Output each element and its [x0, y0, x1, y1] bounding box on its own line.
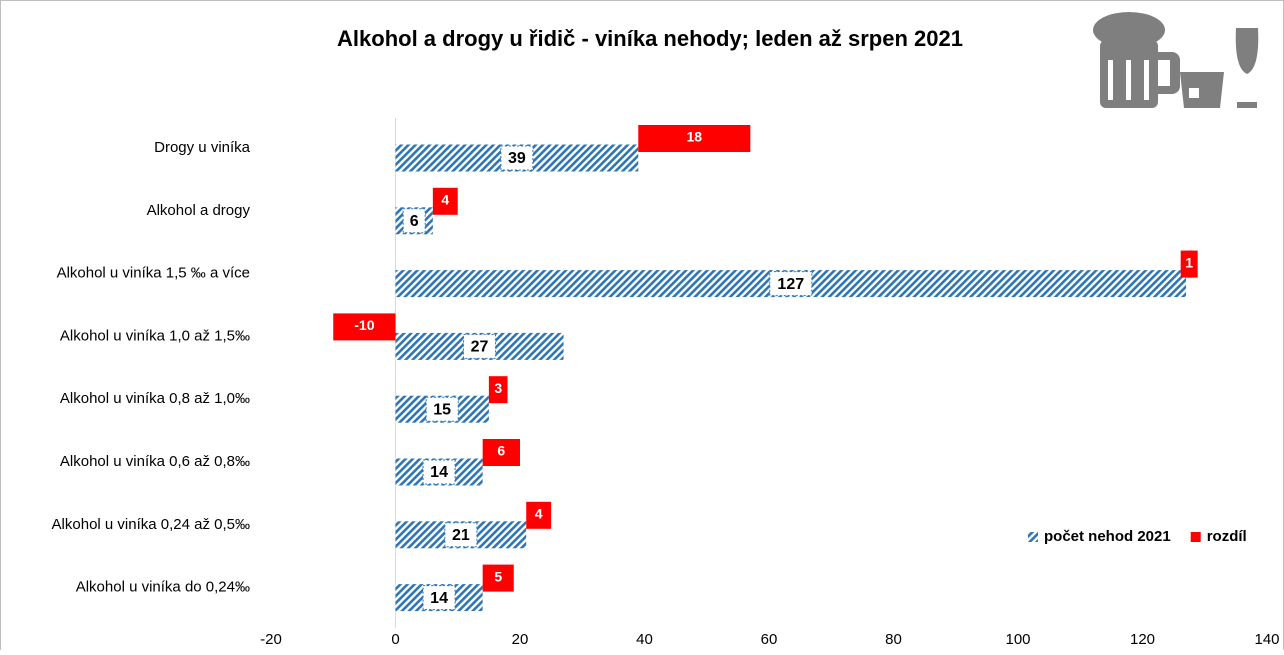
- x-tick-label: -20: [260, 631, 282, 648]
- x-tick-label: 100: [1005, 631, 1030, 648]
- value-label-box: [425, 396, 459, 422]
- value-label-box: [422, 585, 456, 611]
- value-label: 5: [494, 568, 502, 584]
- category-label: Drogy u viníka: [154, 139, 251, 156]
- x-tick-label: 40: [636, 631, 653, 648]
- value-label: 6: [497, 443, 505, 459]
- category-label: Alkohol u viníka 0,6 až 0,8‰: [60, 453, 250, 470]
- value-label: 21: [452, 527, 470, 544]
- category-label: Alkohol u viníka 1,5 ‰ a více: [57, 265, 250, 282]
- x-tick-label: 0: [391, 631, 399, 648]
- category-label: Alkohol u viníka do 0,24‰: [76, 579, 250, 596]
- value-label: 3: [494, 380, 502, 396]
- value-label: 14: [430, 464, 448, 481]
- legend-swatch: [1190, 532, 1201, 542]
- value-label: 1: [1185, 254, 1193, 270]
- category-label: Alkohol u viníka 0,8 až 1,0‰: [60, 390, 250, 407]
- bar: [482, 564, 514, 592]
- value-label: 4: [441, 192, 449, 208]
- legend-swatch: [1028, 532, 1038, 542]
- legend-label: rozdíl: [1207, 528, 1247, 545]
- value-label: 6: [410, 213, 419, 230]
- value-label-box: [500, 145, 534, 171]
- value-label: 27: [471, 339, 489, 356]
- x-tick-label: 120: [1130, 631, 1155, 648]
- category-label: Alkohol u viníka 1,0 až 1,5‰: [60, 327, 250, 344]
- category-label: Alkohol a drogy: [147, 202, 251, 219]
- x-tick-label: 20: [512, 631, 529, 648]
- icons: [1093, 12, 1259, 108]
- value-label-box: [444, 522, 478, 548]
- x-tick-label: 140: [1254, 631, 1279, 648]
- bar: [488, 376, 508, 404]
- value-label-box: [402, 208, 426, 234]
- value-label-box: [422, 459, 456, 485]
- bar: [526, 501, 552, 529]
- category-label: Alkohol u viníka 0,24 až 0,5‰: [52, 516, 250, 533]
- bar: [638, 125, 751, 152]
- value-label: -10: [354, 317, 374, 333]
- legend-label: počet nehod 2021: [1044, 528, 1171, 545]
- x-tick-label: 60: [761, 631, 778, 648]
- value-label-box: [1180, 250, 1198, 278]
- chart-title: Alkohol a drogy u řidič - viníka nehody;…: [337, 26, 963, 51]
- value-label: 14: [430, 590, 448, 607]
- value-label-box: [769, 271, 813, 297]
- value-label-box: [463, 333, 497, 359]
- value-label: 18: [687, 129, 703, 145]
- value-label: 15: [433, 401, 451, 418]
- bar: [482, 439, 520, 466]
- bar: [432, 187, 458, 215]
- bar: [333, 313, 396, 341]
- x-tick-label: 80: [885, 631, 902, 648]
- value-label: 4: [535, 506, 543, 522]
- value-label: 39: [508, 150, 526, 167]
- value-label: 127: [777, 276, 804, 293]
